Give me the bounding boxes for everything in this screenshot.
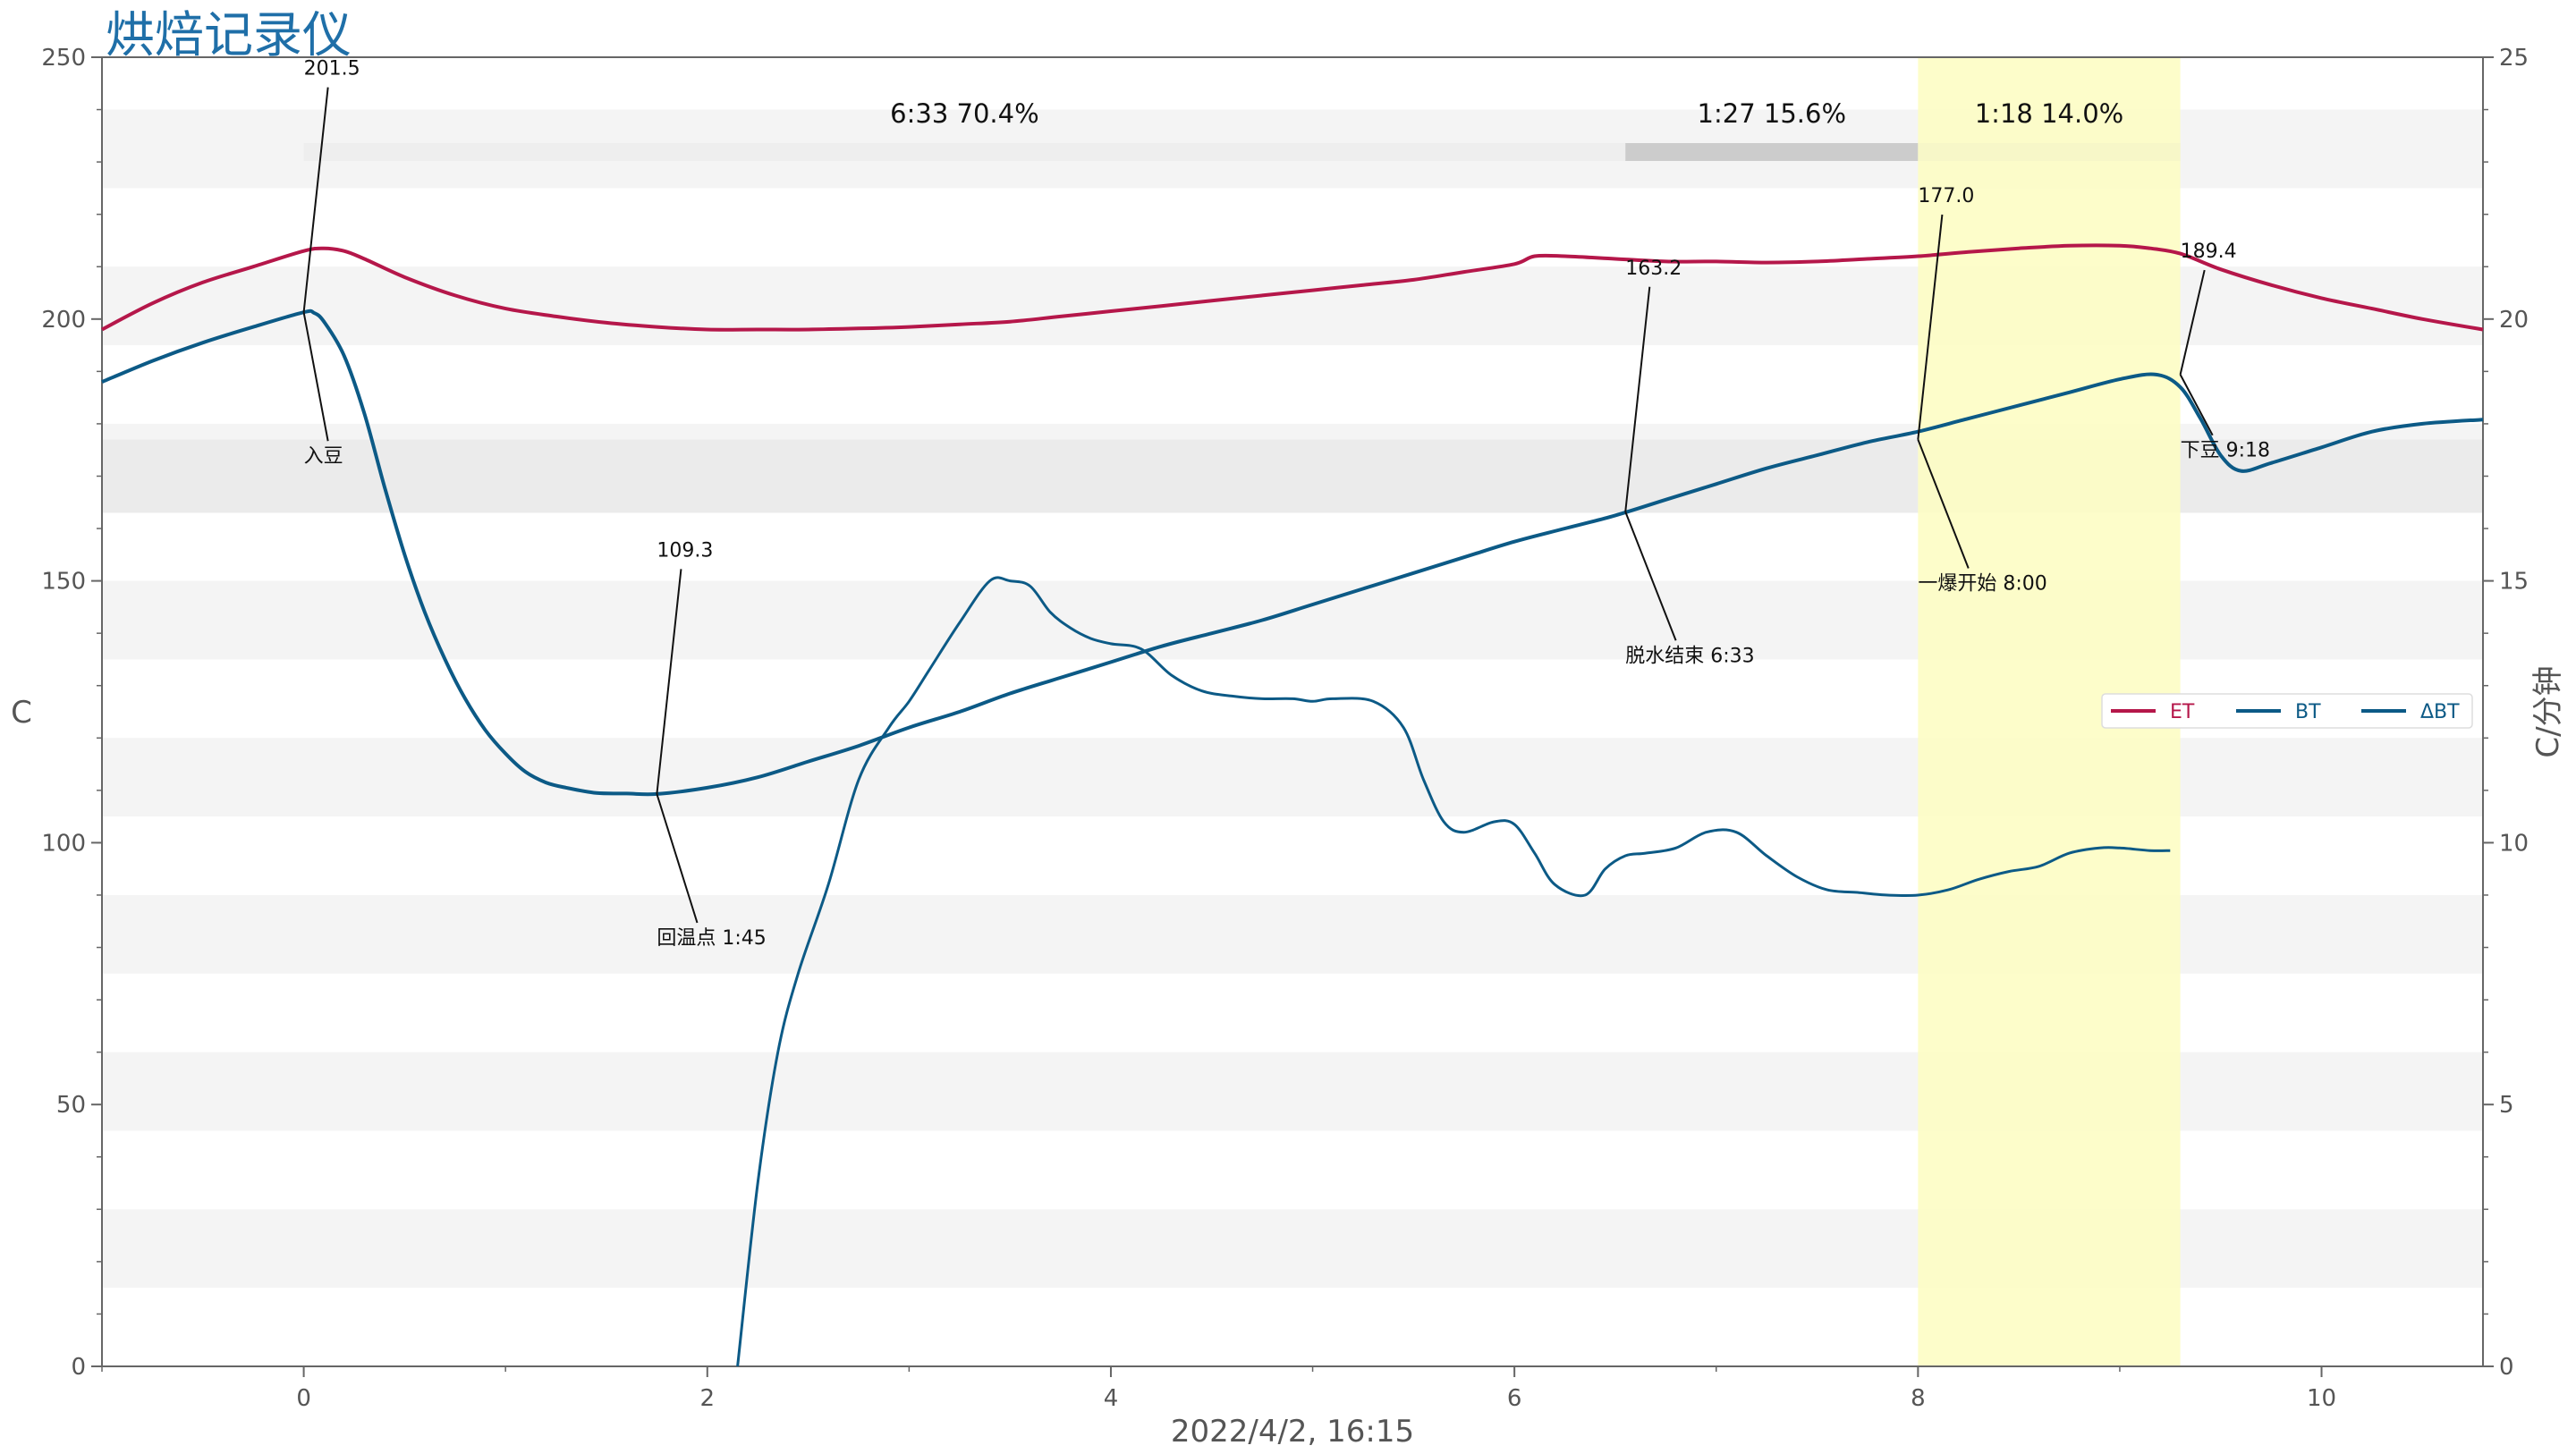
y2-tick-label: 0	[2499, 1354, 2514, 1381]
phase-bar-segment	[1918, 143, 2181, 161]
y-tick-label: 0	[71, 1354, 86, 1381]
phase-label: 1:27 15.6%	[1698, 98, 1846, 129]
annotation-leader	[2179, 374, 2214, 436]
x-axis-label: 2022/4/2, 16:15	[1171, 1414, 1414, 1450]
y2-tick-label: 20	[2499, 307, 2529, 334]
phase-label: 6:33 70.4%	[890, 98, 1038, 129]
y-axis-label: C	[11, 695, 32, 731]
annotation-leader	[1624, 286, 1651, 512]
x-tick-label: 10	[2307, 1385, 2336, 1412]
series-line-et	[101, 243, 2484, 332]
annotation-leader	[1624, 511, 1677, 641]
phase-bar: 6:33 70.4% 1:27 15.6% 1:18 14.0%	[303, 98, 2181, 161]
plot-frame	[101, 56, 2484, 1367]
annotation-leader	[656, 569, 682, 795]
y2-tick-label: 15	[2499, 569, 2529, 596]
x-tick-label: 8	[1911, 1385, 1926, 1412]
y-tick-label: 150	[41, 569, 86, 596]
annotation-leader	[1917, 214, 1944, 440]
phase-label: 1:18 14.0%	[1975, 98, 2123, 129]
y2-tick-label: 25	[2499, 45, 2529, 72]
annotations: 201.5 入豆 109.3 回温点 1:45 163.2 脱水结束 6:33 177.0 一…	[302, 58, 2270, 950]
annotation-event: 回温点 1:45	[657, 927, 766, 950]
y-tick-label: 100	[41, 830, 86, 857]
annotation-event: 入豆	[304, 445, 343, 468]
annotation-event: 下豆 9:18	[2181, 440, 2270, 462]
x-tick-label: 2	[700, 1385, 716, 1412]
phase-bar-segment	[303, 143, 1626, 161]
annotation-leader	[302, 87, 329, 313]
y-tick-label: 200	[41, 307, 86, 334]
annotation-value: 201.5	[304, 58, 360, 80]
y-tick-label: 250	[41, 45, 86, 72]
legend: ET BT ΔBT	[2101, 693, 2473, 729]
annotation-value: 109.3	[657, 539, 713, 562]
annotation-event: 脱水结束 6:33	[1625, 645, 1754, 667]
annotation-value: 177.0	[1918, 185, 1974, 207]
legend-label: ΔBT	[2420, 701, 2460, 723]
legend-box	[2101, 693, 2473, 729]
annotation-leader	[656, 793, 699, 924]
annotation-leader	[302, 312, 329, 442]
series-line-bt	[736, 576, 2171, 1367]
x-tick-label: 6	[1507, 1385, 1522, 1412]
x-tick-label: 0	[296, 1385, 311, 1412]
chart-title: 烘焙记录仪	[106, 6, 352, 63]
y2-axis-label: C/分钟	[2530, 665, 2566, 757]
annotation-value: 189.4	[2181, 241, 2237, 263]
x-tick-label: 4	[1104, 1385, 1119, 1412]
series-line-bt	[101, 309, 2484, 797]
annotation-value: 163.2	[1625, 258, 1682, 280]
annotation-leader	[1917, 439, 1970, 569]
y2-tick-label: 5	[2499, 1092, 2514, 1119]
phase-bar-segment	[1625, 143, 1919, 161]
annotation-event: 一爆开始 8:00	[1918, 572, 2046, 595]
y2-tick-label: 10	[2499, 830, 2529, 857]
legend-label: BT	[2295, 701, 2321, 723]
y-tick-label: 50	[56, 1092, 86, 1119]
annotation-leader	[2179, 269, 2206, 376]
series-layer	[101, 243, 2484, 1367]
legend-label: ET	[2170, 701, 2195, 723]
